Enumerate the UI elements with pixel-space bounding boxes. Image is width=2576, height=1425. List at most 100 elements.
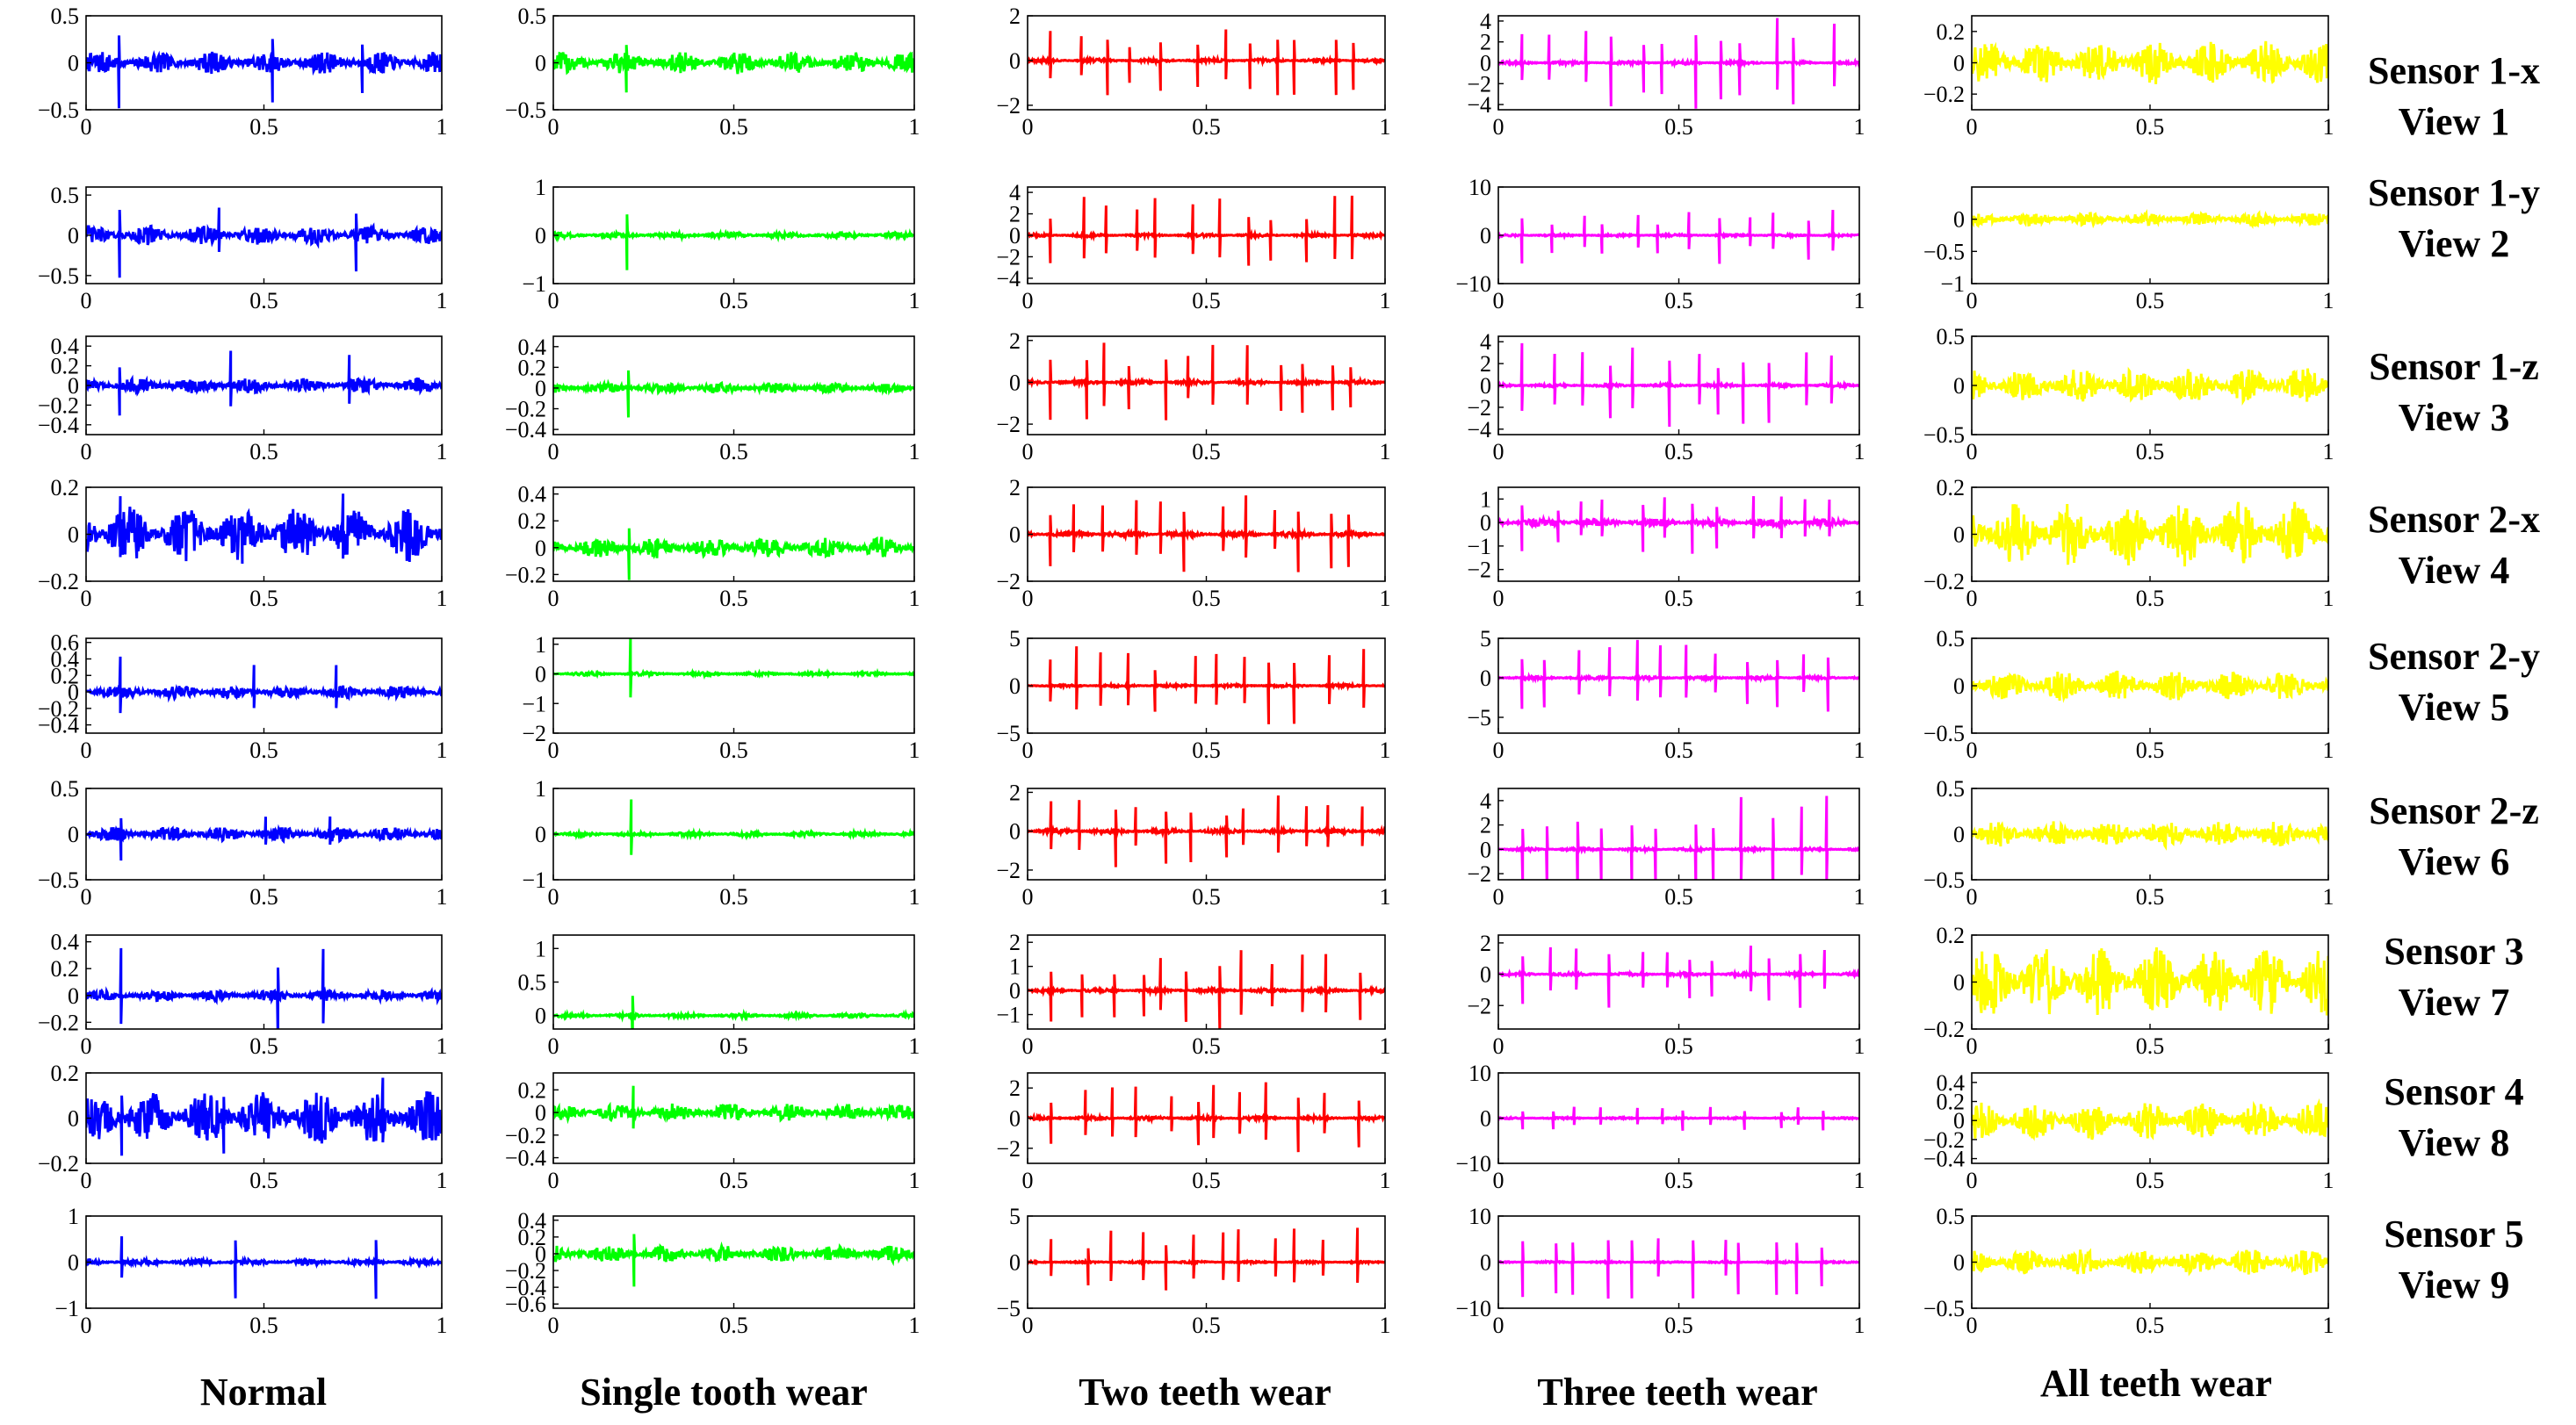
y-tick-label: 0 — [535, 536, 546, 561]
x-tick-label: 0.5 — [1192, 1168, 1221, 1193]
x-tick-label: 0.5 — [249, 586, 278, 611]
y-tick-label: 0 — [68, 1250, 79, 1276]
x-tick-label: 0 — [548, 288, 559, 313]
x-tick-label: 0.5 — [719, 288, 748, 313]
x-tick-label: 1 — [909, 288, 920, 313]
subplot: 0 0.5 10.20−0.2 — [1923, 15, 2334, 140]
y-tick-label: 0 — [1009, 819, 1021, 845]
subplot: 0 0.5 10.40.20−0.2−0.4 — [1923, 1070, 2334, 1193]
x-tick-label: 1 — [909, 586, 920, 611]
column-label-three-teeth-wear: Three teeth wear — [1537, 1371, 1817, 1414]
row-label-view: View 9 — [2399, 1263, 2510, 1306]
y-tick-label: −0.5 — [505, 97, 546, 123]
y-tick-label: 0 — [1009, 978, 1021, 1004]
y-tick-label: 0 — [535, 1241, 546, 1267]
x-tick-label: 1 — [2323, 586, 2334, 611]
y-tick-label: −0.2 — [1923, 82, 1965, 107]
subplot: 0 0.5 110−1−2 — [522, 632, 920, 763]
x-tick-label: 1 — [437, 586, 448, 611]
y-tick-label: 0.5 — [1937, 776, 1966, 802]
x-tick-label: 0.5 — [719, 586, 748, 611]
y-tick-label: −1 — [1467, 534, 1491, 559]
y-tick-label: 0.2 — [51, 956, 80, 982]
signal-series-line — [86, 656, 442, 714]
y-tick-label: −0.2 — [38, 569, 79, 594]
x-tick-label: 1 — [909, 1033, 920, 1059]
signal-series-line — [86, 816, 442, 861]
y-tick-label: −2 — [996, 1136, 1021, 1162]
x-tick-label: 1 — [437, 738, 448, 763]
y-tick-label: −2 — [996, 244, 1021, 270]
x-tick-label: 0 — [81, 1168, 92, 1193]
signal-series-line — [1498, 342, 1859, 428]
x-tick-label: 0.5 — [1664, 884, 1693, 910]
subplot: 0 0.5 10.20−0.2 — [1923, 923, 2334, 1059]
y-tick-label: −0.2 — [1923, 1017, 1965, 1042]
signal-series-line — [1028, 646, 1385, 724]
subplot: 0 0.5 120−2 — [1467, 931, 1865, 1059]
x-tick-label: 0.5 — [1664, 1313, 1693, 1338]
x-tick-label: 1 — [1380, 1033, 1391, 1059]
signal-series-line — [553, 799, 914, 855]
x-tick-label: 1 — [1380, 884, 1391, 910]
y-tick-label: 0.2 — [51, 1061, 80, 1086]
y-tick-label: 0.4 — [51, 334, 80, 359]
y-tick-label: 0 — [1480, 223, 1491, 248]
y-tick-label: −0.4 — [505, 1146, 546, 1171]
y-tick-label: 5 — [1480, 626, 1491, 651]
y-tick-label: 0 — [1009, 48, 1021, 74]
y-tick-label: −10 — [1455, 271, 1491, 297]
y-tick-label: 0.2 — [518, 355, 547, 380]
x-tick-label: 0 — [1493, 439, 1504, 464]
signal-series-line — [1972, 208, 2328, 229]
x-tick-label: 0 — [81, 439, 92, 464]
y-tick-label: 0 — [68, 983, 79, 1009]
x-tick-label: 1 — [1380, 1313, 1391, 1338]
x-tick-label: 1 — [2323, 114, 2334, 140]
y-tick-label: 0.6 — [51, 630, 80, 656]
column-label-all-teeth-wear: All teeth wear — [2040, 1362, 2272, 1405]
y-tick-label: 2 — [1009, 4, 1021, 29]
x-tick-label: 0.5 — [249, 1313, 278, 1338]
x-tick-label: 0 — [1022, 1168, 1034, 1193]
subplot: 0 0.5 10.50−0.5 — [1923, 1204, 2334, 1338]
y-tick-label: 0 — [535, 822, 546, 847]
y-tick-label: 0 — [535, 1004, 546, 1029]
x-tick-label: 0.5 — [2136, 586, 2165, 611]
x-tick-label: 0 — [1966, 586, 1978, 611]
x-tick-label: 0 — [1966, 288, 1978, 313]
x-tick-label: 0.5 — [249, 1168, 278, 1193]
axes-frame — [552, 486, 915, 582]
y-tick-label: 0 — [1009, 522, 1021, 548]
signal-series-line — [1028, 1082, 1385, 1153]
signal-series-line — [553, 370, 914, 418]
y-tick-label: 0 — [1480, 837, 1491, 862]
x-tick-label: 0.5 — [249, 1033, 278, 1059]
x-tick-label: 1 — [437, 884, 448, 910]
y-tick-label: 0 — [68, 373, 79, 399]
subplot: 0 0.5 10.50−0.5 — [1923, 626, 2334, 763]
row-label-sensor: Sensor 2-y — [2368, 635, 2540, 678]
subplot: 0 0.5 10.50−0.5 — [38, 776, 448, 910]
subplot: 0 0.5 10.40.20−0.2−0.4 — [505, 335, 920, 464]
y-tick-label: 0.4 — [518, 335, 547, 360]
y-tick-label: 0 — [1009, 673, 1021, 699]
y-tick-label: 0 — [535, 376, 546, 401]
signal-series-line — [1028, 950, 1385, 1029]
x-tick-label: 0.5 — [2136, 288, 2165, 313]
subplot: 0 0.5 10.20−0.2−0.4 — [505, 1072, 920, 1193]
subplot: 0 0.5 10.50−0.5 — [38, 4, 448, 140]
y-tick-label: 0.2 — [518, 1077, 547, 1103]
x-tick-label: 1 — [909, 114, 920, 140]
row-label-sensor: Sensor 2-z — [2369, 789, 2539, 832]
x-tick-label: 1 — [909, 738, 920, 763]
row-label-view: View 5 — [2399, 686, 2510, 729]
x-tick-label: 1 — [2323, 1168, 2334, 1193]
x-tick-label: 0 — [1966, 1168, 1978, 1193]
signal-series-line — [1498, 946, 1859, 1008]
y-tick-label: 2 — [1009, 780, 1021, 805]
